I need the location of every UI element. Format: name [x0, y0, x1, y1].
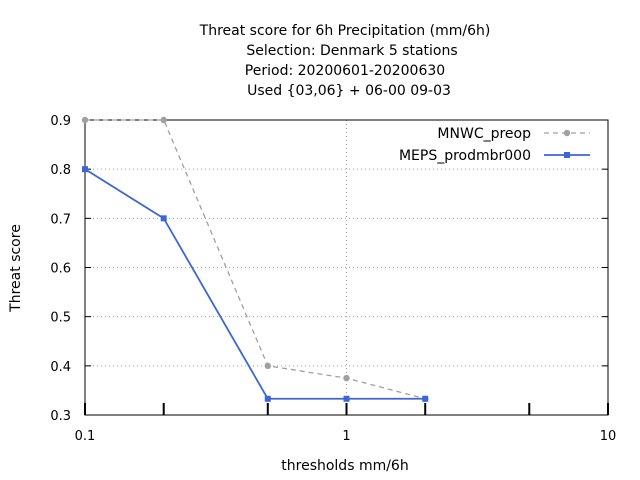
x-tick-label: 0.1 — [75, 429, 96, 444]
y-axis-label: Threat score — [8, 224, 24, 313]
x-tick-label: 1 — [342, 429, 350, 444]
chart-title: Threat score for 6h Precipitation (mm/6h… — [199, 23, 491, 99]
legend: MNWC_preop MEPS_prodmbr000 — [399, 122, 606, 166]
y-tick-label: 0.5 — [50, 311, 71, 326]
x-tick-label: 10 — [600, 429, 617, 444]
x-axis-label: thresholds mm/6h — [281, 458, 408, 474]
y-tick-label: 0.3 — [50, 409, 71, 424]
data-point-MNWC_preop — [81, 116, 89, 124]
legend-background — [425, 122, 606, 166]
legend-label-MEPS_prodmbr000: MEPS_prodmbr000 — [399, 148, 531, 164]
series-line-MEPS_prodmbr000 — [84, 168, 426, 400]
legend-marker-MEPS_prodmbr000 — [564, 152, 570, 158]
y-tick-label: 0.4 — [50, 360, 71, 375]
title-line-3: Period: 20200601-20200630 — [245, 63, 445, 79]
data-point-MNWC_preop — [160, 116, 167, 124]
series-layer — [81, 116, 429, 402]
legend-label-MNWC_preop: MNWC_preop — [437, 126, 531, 142]
series-line-MNWC_preop — [85, 119, 426, 400]
y-tick-label: 0.6 — [50, 262, 71, 277]
data-point-MEPS_prodmbr000 — [422, 395, 429, 402]
plot-frame — [84, 119, 609, 416]
title-line-2: Selection: Denmark 5 stations — [246, 43, 457, 59]
title-line-4: Used {03,06} + 06-00 09-03 — [247, 83, 451, 99]
data-point-MEPS_prodmbr000 — [160, 215, 167, 222]
y-tick-label: 0.8 — [50, 163, 71, 178]
y-tick-label: 0.9 — [50, 114, 71, 129]
y-tick-label: 0.7 — [50, 212, 71, 227]
title-line-1: Threat score for 6h Precipitation (mm/6h… — [199, 23, 491, 39]
data-point-MEPS_prodmbr000 — [343, 395, 350, 402]
legend-marker-MNWC_preop — [563, 129, 571, 137]
data-point-MEPS_prodmbr000 — [264, 395, 271, 402]
data-point-MNWC_preop — [264, 362, 271, 370]
data-point-MNWC_preop — [343, 374, 350, 382]
data-point-MEPS_prodmbr000 — [82, 166, 88, 173]
